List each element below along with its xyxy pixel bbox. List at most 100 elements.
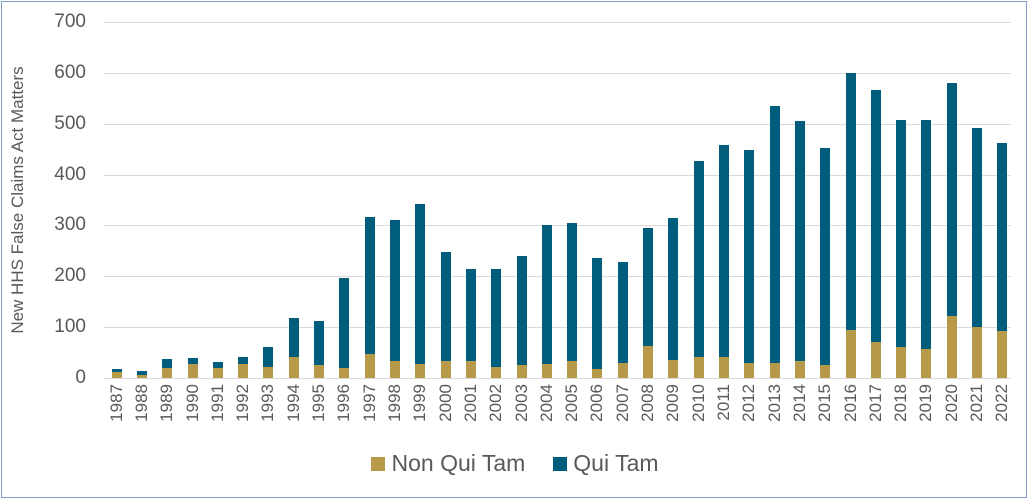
y-tick-label: 300 [54,214,86,235]
bar-1997 [364,216,375,378]
bar-segment-non-qui-tam [516,364,527,378]
bar-1992 [238,356,249,378]
y-tick-label: 700 [54,11,86,32]
bar-segment-qui-tam [440,251,451,361]
x-tick-label: 1995 [309,384,329,422]
bar-2018 [896,119,907,378]
x-tick-label: 2003 [511,384,531,422]
bar-segment-non-qui-tam [668,360,679,378]
bar-segment-non-qui-tam [820,364,831,378]
bar-segment-non-qui-tam [845,329,856,378]
x-tick-label: 1993 [258,384,278,422]
x-tick-label: 2022 [992,384,1012,422]
bar-1989 [162,359,173,378]
bar-segment-non-qui-tam [238,364,249,378]
bar-segment-qui-tam [921,119,932,349]
bar-segment-non-qui-tam [693,356,704,378]
bar-2008 [643,227,654,378]
bar-2016 [845,72,856,378]
bar-segment-non-qui-tam [643,345,654,378]
bar-1999 [415,204,426,378]
x-tick-label: 1990 [182,384,202,422]
x-tick-label: 1999 [410,384,430,422]
bar-2000 [440,251,451,378]
bar-1996 [339,277,350,378]
bar-2010 [693,161,704,378]
bar-2006 [592,258,603,378]
x-tick-label: 1998 [385,384,404,422]
bar-segment-qui-tam [415,204,426,364]
gridline [104,22,1011,23]
x-tick-label: 2019 [916,384,936,422]
gridline [104,225,1011,226]
bar-segment-non-qui-tam [870,342,881,378]
x-tick-label: 1988 [131,384,151,422]
bar-segment-qui-tam [794,121,805,362]
bar-segment-qui-tam [390,220,400,361]
bar-segment-non-qui-tam [744,362,755,378]
x-tick-label: 2001 [460,384,480,422]
bar-segment-qui-tam [643,227,654,346]
legend-label: Non Qui Tam [391,450,526,476]
x-tick-label: 2009 [663,384,683,422]
legend-item-non-qui-tam: Non Qui Tam [371,450,525,477]
bar-2003 [516,255,527,378]
bar-segment-non-qui-tam [972,326,983,378]
bar-segment-non-qui-tam [946,316,957,378]
bar-2013 [769,106,780,378]
bar-segment-qui-tam [516,255,527,365]
bar-1987 [111,369,122,378]
bar-segment-qui-tam [314,321,325,365]
bar-segment-qui-tam [845,72,856,330]
x-tick-label: 2010 [688,384,708,422]
x-tick-label: 2018 [891,384,911,422]
x-tick-label: 2007 [612,384,632,422]
bar-segment-qui-tam [820,148,831,365]
bar-segment-non-qui-tam [896,346,907,378]
bar-segment-non-qui-tam [465,361,476,378]
bar-segment-qui-tam [972,128,983,327]
bar-1991 [212,361,223,378]
bar-segment-non-qui-tam [567,360,578,378]
bar-segment-qui-tam [263,346,274,367]
x-tick-label: 1989 [157,384,177,422]
bar-segment-qui-tam [541,225,552,365]
gridline [104,175,1011,176]
bar-segment-non-qui-tam [364,354,375,378]
bar-2014 [794,121,805,378]
y-tick-label: 200 [54,265,86,286]
bar-1995 [314,321,325,378]
bar-1994 [288,318,299,378]
bar-1993 [263,346,274,378]
bar-segment-qui-tam [567,223,578,361]
x-tick-label: 2000 [435,384,455,422]
bar-segment-non-qui-tam [997,331,1008,378]
gridline [104,73,1011,74]
bar-segment-qui-tam [212,361,223,368]
x-tick-label: 1994 [283,384,303,422]
bar-segment-non-qui-tam [718,356,729,378]
bar-segment-qui-tam [238,356,249,365]
bar-segment-non-qui-tam [592,368,603,378]
bar-2002 [491,268,502,378]
bar-2012 [744,150,755,378]
gridline [104,276,1011,277]
y-tick-label: 400 [54,164,86,185]
x-tick-label: 2017 [865,384,885,422]
x-tick-label: 2015 [815,384,835,422]
bar-segment-qui-tam [718,145,729,357]
bar-segment-non-qui-tam [136,374,147,378]
bar-segment-qui-tam [896,119,907,347]
x-tick-label: 2011 [713,384,733,421]
x-tick-label: 1991 [207,384,227,422]
x-tick-label: 2012 [739,384,759,422]
bar-segment-non-qui-tam [921,348,932,378]
x-tick-label: 2005 [562,384,582,422]
legend-swatch-qui-tam [553,456,568,471]
bar-2009 [668,217,679,378]
bar-segment-non-qui-tam [794,361,805,378]
legend-label: Qui Tam [573,450,659,476]
gridline [104,378,1011,379]
bar-segment-qui-tam [364,216,375,355]
